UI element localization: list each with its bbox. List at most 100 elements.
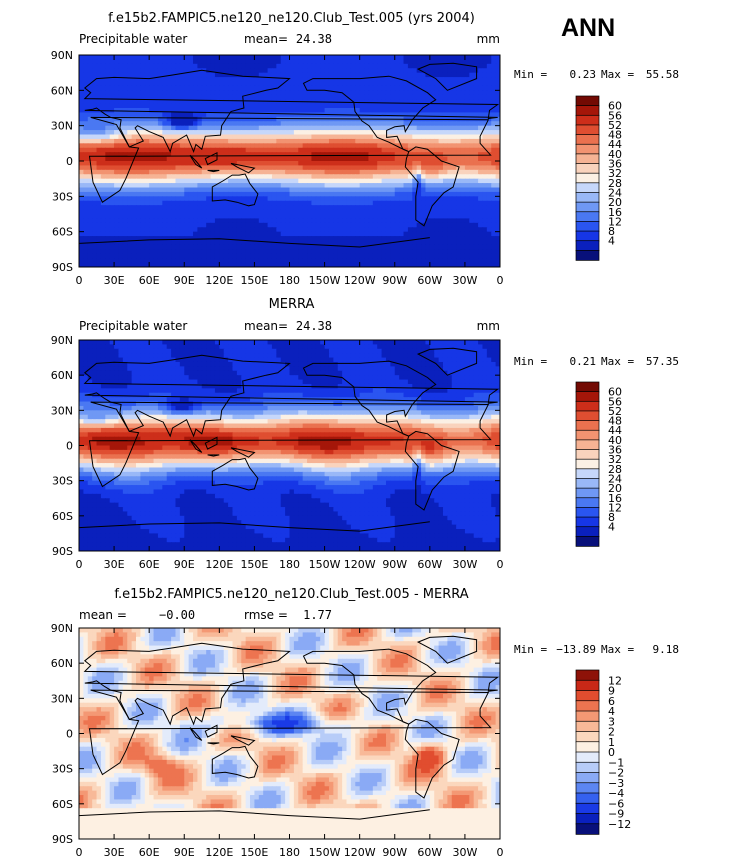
panel-0-colorbar-label-8: 28 [608,177,622,190]
panel-0-colorbar-box-13 [575,221,600,232]
panel-2-xtick-label-12: 0 [497,846,504,859]
panel-2-ytick-label-1: 60N [51,657,73,670]
panel-2-max-value: 9.18 [653,643,680,656]
panel-0-colorbar-label-7: 32 [608,167,622,180]
coastline-4 [211,457,259,491]
panel-2-left-label: mean = [79,608,127,622]
panel-2-colorbar-box-13 [575,802,600,815]
panel-1-colorbar-label-6: 36 [608,444,622,457]
panel-2-colorbar-label-9: −2 [608,767,624,780]
panel-2-colorbar-label-7: 0 [608,746,615,759]
panel-1-min-label: Min = [514,355,547,368]
panel-2-xtick-label-8: 120W [344,846,376,859]
coastline-1 [83,69,500,154]
panel-0-colorbar-box-0 [575,95,600,107]
panel-2-map [79,628,500,839]
panel-2-colorbar-box-4 [575,710,600,722]
panel-0-left-label: Precipitable water [79,32,187,46]
panel-0-ytick-label-6: 90S [52,261,73,274]
panel-0-max-value: 55.58 [646,68,679,81]
panel-0-colorbar-box-2 [575,114,600,126]
panel-0-colorbar-label-3: 48 [608,129,622,142]
panel-0-colorbar-label-5: 40 [608,148,622,161]
panel-1-stat-value: 24.38 [296,319,332,333]
season-label: ANN [561,14,616,42]
panel-2-colorbar-label-14: −12 [608,818,631,831]
coastline-2 [302,648,437,725]
panel-1-coastlines [79,347,500,532]
panel-1-ytick-label-6: 90S [52,545,73,558]
panel-2-ytick-label-2: 30N [51,692,73,705]
panel-2-xtick-label-1: 30E [104,846,125,859]
panel-0-xtick-label-6: 180 [279,274,300,287]
panel-1-ytick-label-2: 30N [51,404,73,417]
panel-0-colorbar-label-12: 12 [608,215,622,228]
panel-2-colorbar-label-10: −3 [608,777,624,790]
panel-1-colorbar-label-11: 16 [608,492,622,505]
panel-0-colorbar-label-14: 4 [608,235,615,248]
panel-0-xtick-label-8: 120W [344,274,376,287]
panel-1-colorbar-box-2 [575,400,600,412]
panel-2-colorbar-box-5 [575,720,600,733]
coastline-2 [302,75,437,153]
panel-2-colorbar-box-15 [575,823,600,835]
panel-2-colorbar-label-1: 9 [608,685,615,698]
panel-0-colorbar-box-10 [575,192,600,203]
coastline-antarctica [79,521,430,532]
coastline-3 [404,718,460,799]
panel-1-colorbar-box-11 [575,487,600,499]
panel-2-ytick-label-0: 90N [51,622,73,635]
panel-1-colorbar-box-14 [575,516,600,528]
panel-0-colorbar-box-15 [575,240,600,252]
panel-2-colorbar-label-13: −9 [608,808,624,821]
panel-2-coastlines [79,635,500,820]
panel-0-colorbar-box-6 [575,153,600,165]
panel-2-xtick-label-9: 90W [382,846,407,859]
coastline-8 [230,735,256,746]
panel-1-ytick-label-3: 0 [66,440,73,453]
panel-0-colorbar-box-5 [575,143,600,155]
panel-1-xtick-label-2: 60E [139,558,160,571]
panel-2-colorbar-box-0 [575,669,600,681]
panel-1-colorbar-box-7 [575,449,600,460]
panel-0-stat-value: 24.38 [296,32,332,46]
coastline-6 [189,154,203,169]
panel-0-colorbar-box-1 [575,105,600,117]
coastline-9 [204,436,218,450]
panel-0-map [79,55,500,267]
panel-1-ytick-label-1: 60N [51,369,73,382]
panel-1-title: MERRA [269,297,315,312]
coastline-3 [404,146,460,227]
panel-1-ytick-label-4: 30S [52,475,73,488]
panel-0-coastlines [79,62,500,248]
panel-0-max-label: Max = [601,68,634,81]
panel-0-colorbar-label-6: 36 [608,158,622,171]
panel-1-colorbar-label-3: 48 [608,415,622,428]
panel-2-colorbar-box-11 [575,782,600,794]
panel-1-colorbar-box-15 [575,526,600,538]
panel-2-xtick-label-11: 30W [452,846,477,859]
panel-0-units: mm [477,32,500,46]
panel-2-colorbar-box-12 [575,792,600,804]
panel-2-colorbar-label-4: 3 [608,715,615,728]
panel-0-colorbar-box-14 [575,230,600,242]
panel-2-stat-label: rmse = [244,608,288,622]
coastline-8 [230,447,256,458]
panel-1-field [79,340,500,551]
panel-2-ytick-label-3: 0 [66,728,73,741]
panel-0-ytick-label-3: 0 [66,155,73,168]
panel-1-colorbar-label-14: 4 [608,521,615,534]
panel-1-colorbar-box-9 [575,468,600,480]
panel-2-colorbar-box-6 [575,731,600,743]
panel-2-xtick-label-6: 180 [279,846,300,859]
panel-2-colorbar-label-6: 1 [608,736,615,749]
panel-0-xtick-label-12: 0 [497,274,504,287]
panel-1-colorbar-label-7: 32 [608,453,622,466]
panel-0-colorbar-box-11 [575,201,600,213]
panel-1-colorbar-box-13 [575,507,600,518]
panel-1-colorbar-label-8: 28 [608,463,622,476]
panel-0-colorbar-box-7 [575,163,600,174]
panel-0-xtick-label-9: 90W [382,274,407,287]
coastline-3 [404,430,460,511]
panel-0-min-value: 0.23 [570,68,597,81]
